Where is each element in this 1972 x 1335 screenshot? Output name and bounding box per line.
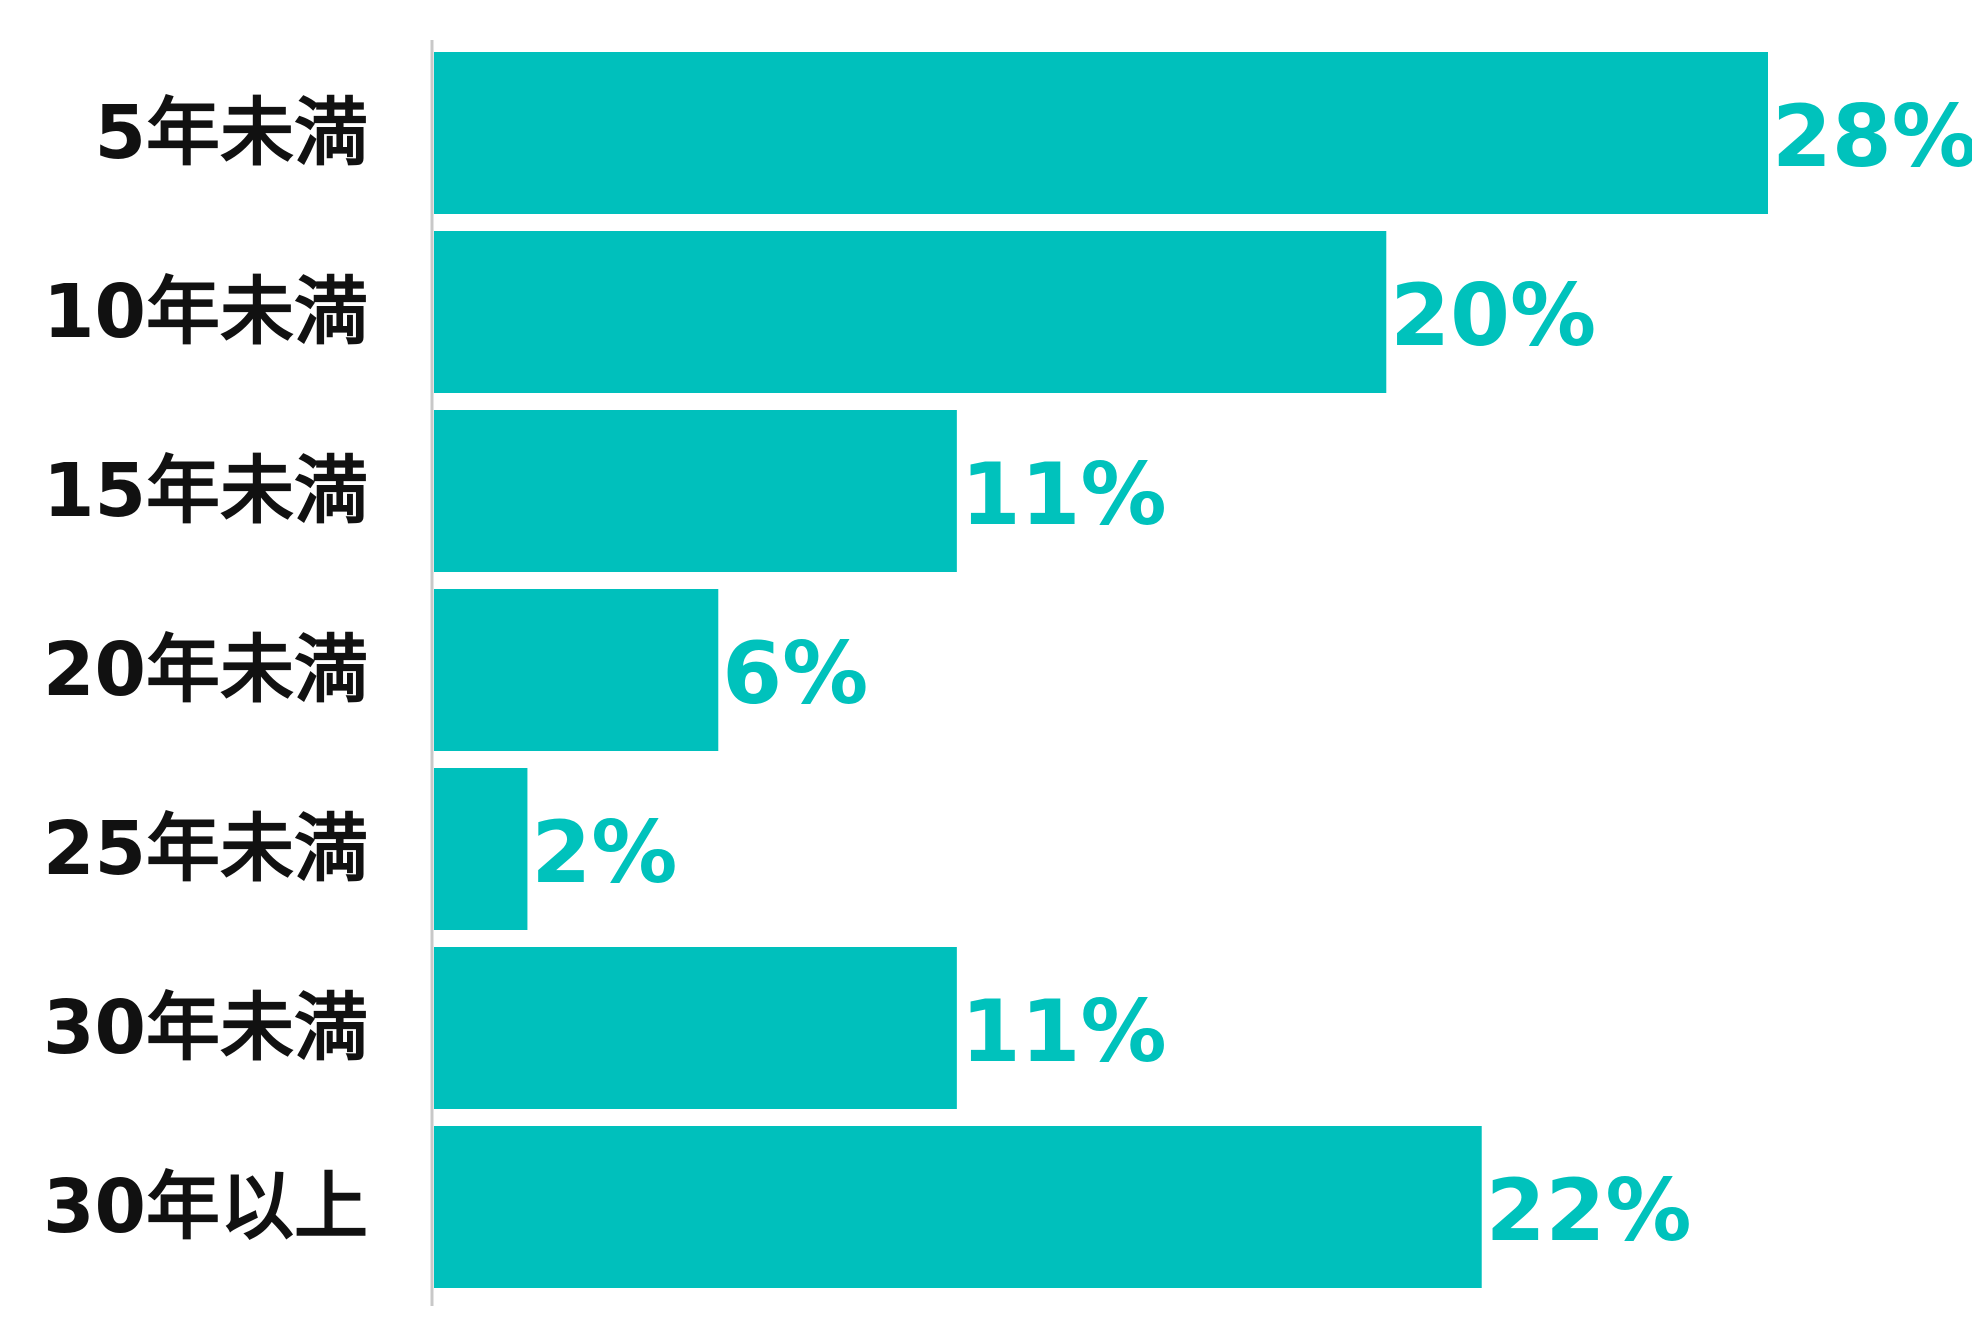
bar — [434, 52, 1768, 214]
value-label: 20% — [1390, 266, 1596, 366]
value-label: 11% — [961, 445, 1167, 545]
category-label: 10年未満 — [43, 269, 368, 355]
value-label: 2% — [531, 803, 677, 903]
category-label: 5年未満 — [95, 90, 369, 176]
value-label: 28% — [1772, 87, 1972, 187]
category-label: 30年以上 — [43, 1164, 368, 1250]
bar — [434, 947, 957, 1109]
bars-group: 5年未満 28% 10年未満 20% 15年未満 11% 20年未満 6% 25年未満 2% 30年… — [43, 52, 1972, 1288]
bar — [434, 410, 957, 572]
bar — [434, 589, 719, 751]
bar — [434, 768, 528, 930]
category-label: 25年未満 — [43, 806, 368, 892]
bar — [434, 1126, 1482, 1288]
category-label: 30年未満 — [43, 985, 368, 1071]
bar — [434, 231, 1387, 393]
value-label: 11% — [961, 982, 1167, 1082]
value-label: 6% — [722, 624, 868, 724]
category-label: 15年未満 — [43, 448, 368, 534]
value-label: 22% — [1486, 1161, 1692, 1261]
category-label: 20年未満 — [43, 627, 368, 713]
